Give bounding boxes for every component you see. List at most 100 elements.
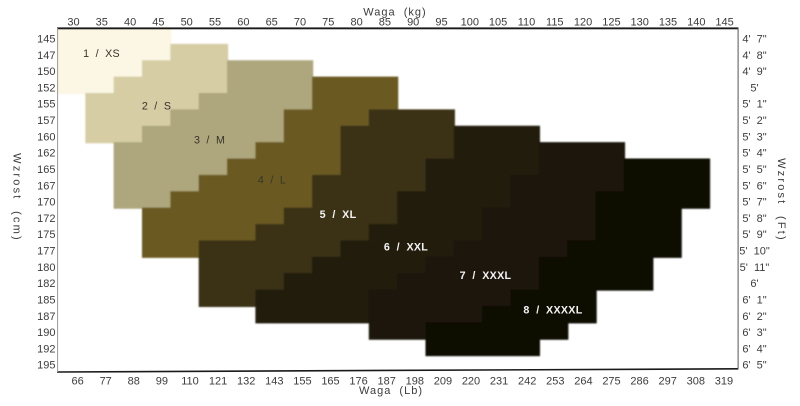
svg-text:6' 5": 6' 5" (742, 360, 766, 372)
svg-text:45: 45 (152, 17, 164, 29)
svg-text:5' 6": 5' 6" (742, 180, 766, 192)
svg-text:70: 70 (294, 17, 306, 29)
svg-text:187: 187 (378, 376, 396, 388)
svg-text:5' 7": 5' 7" (742, 197, 766, 209)
svg-text:55: 55 (209, 17, 221, 29)
svg-text:150: 150 (37, 66, 55, 78)
svg-text:85: 85 (379, 17, 391, 29)
svg-text:88: 88 (128, 376, 140, 388)
svg-text:5 / XL: 5 / XL (320, 209, 357, 221)
svg-text:155: 155 (37, 99, 55, 111)
svg-text:5' 8": 5' 8" (742, 213, 766, 225)
svg-text:125: 125 (602, 17, 620, 29)
svg-text:172: 172 (37, 213, 55, 225)
svg-text:75: 75 (322, 17, 334, 29)
svg-text:253: 253 (546, 376, 564, 388)
svg-text:Waga (kg): Waga (kg) (363, 7, 426, 19)
svg-text:155: 155 (293, 376, 311, 388)
svg-text:187: 187 (37, 311, 55, 323)
svg-text:3 / M: 3 / M (194, 135, 225, 147)
svg-text:6' 1": 6' 1" (742, 295, 766, 307)
svg-text:231: 231 (490, 376, 508, 388)
svg-text:105: 105 (489, 17, 507, 29)
svg-text:175: 175 (37, 229, 55, 241)
svg-text:152: 152 (37, 82, 55, 94)
svg-text:30: 30 (67, 17, 79, 29)
svg-text:170: 170 (37, 197, 55, 209)
svg-text:308: 308 (687, 376, 705, 388)
svg-text:160: 160 (37, 131, 55, 143)
svg-text:157: 157 (37, 115, 55, 127)
svg-text:242: 242 (518, 376, 536, 388)
svg-text:319: 319 (715, 376, 733, 388)
svg-text:110: 110 (518, 17, 536, 29)
svg-text:1 / XS: 1 / XS (83, 48, 120, 60)
svg-text:180: 180 (37, 262, 55, 274)
svg-text:95: 95 (435, 17, 447, 29)
svg-text:130: 130 (631, 17, 649, 29)
svg-text:7 / XXXL: 7 / XXXL (460, 270, 512, 282)
svg-text:4' 8": 4' 8" (742, 50, 766, 62)
svg-text:5' 10": 5' 10" (739, 246, 770, 258)
svg-text:4' 9": 4' 9" (742, 66, 766, 78)
svg-text:264: 264 (574, 376, 592, 388)
svg-text:182: 182 (37, 278, 55, 290)
svg-text:198: 198 (406, 376, 424, 388)
svg-text:162: 162 (37, 148, 55, 160)
svg-text:176: 176 (349, 376, 367, 388)
svg-text:165: 165 (37, 164, 55, 176)
svg-text:2 / S: 2 / S (142, 101, 171, 113)
svg-text:50: 50 (181, 17, 193, 29)
svg-text:5' 5": 5' 5" (742, 164, 766, 176)
svg-text:40: 40 (124, 17, 136, 29)
svg-text:80: 80 (350, 17, 362, 29)
svg-text:6': 6' (750, 278, 758, 290)
svg-text:Wzrost (Ft): Wzrost (Ft) (775, 158, 787, 242)
svg-text:185: 185 (37, 295, 55, 307)
svg-text:4' 7": 4' 7" (742, 34, 766, 46)
svg-text:167: 167 (37, 180, 55, 192)
svg-text:220: 220 (462, 376, 480, 388)
svg-text:100: 100 (461, 17, 479, 29)
svg-text:165: 165 (321, 376, 339, 388)
svg-text:120: 120 (574, 17, 592, 29)
svg-text:195: 195 (37, 360, 55, 372)
svg-text:145: 145 (37, 34, 55, 46)
svg-text:145: 145 (715, 17, 733, 29)
svg-text:5' 11": 5' 11" (740, 262, 770, 274)
svg-text:90: 90 (407, 17, 419, 29)
svg-text:6 / XXL: 6 / XXL (384, 241, 428, 253)
svg-text:177: 177 (37, 246, 55, 258)
svg-text:275: 275 (602, 376, 620, 388)
svg-text:121: 121 (209, 376, 227, 388)
svg-text:209: 209 (434, 376, 452, 388)
svg-text:110: 110 (181, 376, 199, 388)
svg-text:147: 147 (37, 50, 55, 62)
svg-text:190: 190 (37, 327, 55, 339)
svg-text:5' 4": 5' 4" (742, 148, 766, 160)
svg-text:35: 35 (96, 17, 108, 29)
svg-text:6' 4": 6' 4" (742, 343, 766, 355)
svg-text:60: 60 (237, 17, 249, 29)
svg-text:143: 143 (265, 376, 283, 388)
svg-text:5' 1": 5' 1" (742, 99, 766, 111)
svg-text:297: 297 (659, 376, 677, 388)
svg-text:5' 3": 5' 3" (742, 131, 766, 143)
svg-text:140: 140 (687, 17, 705, 29)
svg-text:286: 286 (630, 376, 648, 388)
svg-text:6' 3": 6' 3" (742, 327, 766, 339)
svg-text:5' 9": 5' 9" (742, 229, 766, 241)
svg-text:5' 2": 5' 2" (742, 115, 766, 127)
svg-text:192: 192 (37, 343, 55, 355)
svg-text:77: 77 (100, 376, 112, 388)
svg-text:132: 132 (237, 376, 255, 388)
svg-text:Wzrost (cm): Wzrost (cm) (11, 153, 23, 242)
svg-text:99: 99 (156, 376, 168, 388)
svg-text:Waga (Lb): Waga (Lb) (359, 385, 423, 397)
svg-text:4 / L: 4 / L (258, 175, 286, 187)
svg-text:5': 5' (750, 82, 758, 94)
svg-text:66: 66 (71, 376, 83, 388)
svg-text:135: 135 (659, 17, 677, 29)
svg-text:65: 65 (266, 17, 278, 29)
svg-text:115: 115 (546, 17, 564, 29)
